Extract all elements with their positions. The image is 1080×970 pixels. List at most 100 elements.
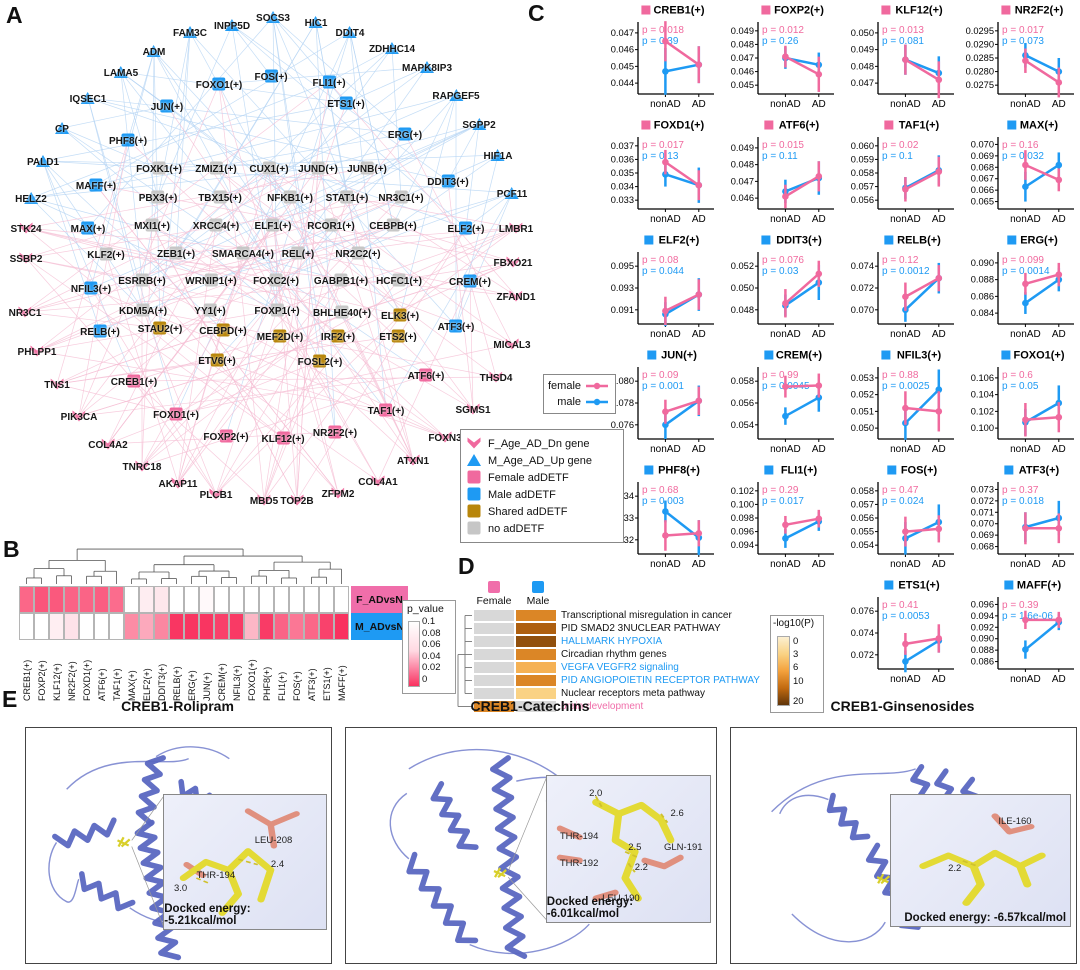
network-node-label: THSD4 <box>479 373 513 384</box>
svg-text:0.084: 0.084 <box>971 308 994 318</box>
heatmap-cell <box>19 586 34 613</box>
heatmap-cell <box>274 586 289 613</box>
pathway-heat-cell <box>515 674 557 687</box>
marker-legend-row: no adDETF <box>467 520 617 537</box>
female-down-arrow-icon <box>467 437 481 449</box>
male-tf-icon <box>84 281 98 295</box>
marker-legend-label: Shared adDETF <box>488 505 568 518</box>
svg-text:p = 0.88: p = 0.88 <box>882 370 919 381</box>
mini-plot-FOXO1: FOXO1(+) 0.100 0.102 0.104 0.106 nonAD AD p = 0… <box>960 345 1080 460</box>
svg-text:0.034: 0.034 <box>611 182 634 192</box>
network-node: STAU2(+) <box>138 319 182 337</box>
network-node-label: TBX15(+) <box>198 193 242 204</box>
panel-b-label: B <box>3 536 20 562</box>
svg-text:p = 0.37: p = 0.37 <box>1002 485 1039 496</box>
pathway-label: Nuclear receptors meta pathway <box>561 688 705 699</box>
d-col-header-label: Male <box>526 595 550 607</box>
marker-legend-label: M_Age_AD_Up gene <box>488 454 592 467</box>
network-node: FOXD1(+) <box>153 405 199 423</box>
pathway-heat-cell <box>473 622 515 635</box>
mini-plot-CREM: CREM(+) 0.054 0.056 0.058 nonAD AD p = 0.99 p =… <box>720 345 840 460</box>
network-node: CEBPB(+) <box>369 216 417 234</box>
docking-title: CREB1-Catechins <box>470 698 590 714</box>
svg-text:0.088: 0.088 <box>971 275 994 285</box>
network-node-label: AKAP11 <box>158 479 198 490</box>
network-node: CREB1(+) <box>111 372 157 390</box>
network-node: PIK3CA <box>60 407 98 425</box>
log10p-legend-tick: 10 <box>793 676 804 687</box>
male-tf-icon <box>467 487 481 501</box>
network-node: RELB(+) <box>80 322 120 340</box>
pathway-heat-cell <box>473 674 515 687</box>
svg-text:nonAD: nonAD <box>1010 214 1041 225</box>
marker-legend-icon <box>467 521 481 535</box>
residue-label: ILE-160 <box>998 815 1032 827</box>
panel-e-docking: CREB1-Rolipram LEU-208 2.4 THR-194 3.0 Docked… <box>0 688 1080 970</box>
network-node-label: SSBP2 <box>9 254 43 265</box>
network-node-label: COL4A1 <box>358 477 398 488</box>
network-node: HIF1A <box>484 146 512 164</box>
d-col-header-icon <box>532 581 544 593</box>
svg-text:0.066: 0.066 <box>971 185 994 195</box>
no-tf-icon <box>169 246 183 260</box>
svg-text:AD: AD <box>812 214 826 225</box>
residue-label: LEU-208 <box>254 834 293 846</box>
pvalue-legend-tick: 0 <box>422 674 428 685</box>
network-node: JUN(+) <box>151 97 183 115</box>
svg-text:0.049: 0.049 <box>731 143 754 153</box>
marker-legend-row: Shared adDETF <box>467 503 617 520</box>
svg-text:0.068: 0.068 <box>971 542 994 552</box>
svg-text:0.100: 0.100 <box>971 423 994 433</box>
network-nodes: INPP5D SOCS3 HIC1 DDIT4 FAM3C ZDHHC14 ADM MAPK8… <box>0 0 535 540</box>
no-tf-icon <box>236 246 250 260</box>
female-down-arrow-icon <box>509 290 523 302</box>
network-node: CEBPD(+) <box>199 321 247 339</box>
network-node: ADM <box>143 42 165 60</box>
network-node: YY1(+) <box>194 301 226 319</box>
heatmap-cell <box>139 613 154 640</box>
svg-text:0.052: 0.052 <box>851 390 874 400</box>
pvalue-legend-tick: 0.1 <box>422 616 436 627</box>
female-down-arrow-icon <box>18 306 32 318</box>
heatmap-cell <box>79 613 94 640</box>
svg-text:nonAD: nonAD <box>770 559 801 570</box>
network-node: XRCC4(+) <box>193 216 239 234</box>
network-node-label: PIK3CA <box>60 412 98 423</box>
mini-plot-RELB: RELB(+) 0.070 0.072 0.074 nonAD AD p = 0.12 p =… <box>840 230 960 345</box>
network-node-label: LMBR1 <box>498 224 534 235</box>
network-node: ATF3(+) <box>438 317 474 335</box>
svg-text:0.074: 0.074 <box>851 628 874 638</box>
heatmap-cell <box>319 613 334 640</box>
mini-plot-KLF12: KLF12(+) 0.047 0.048 0.049 0.050 nonAD AD p = 0… <box>840 0 960 115</box>
residue-label: 3.0 <box>173 883 188 895</box>
network-node: ELK3(+) <box>381 306 419 324</box>
svg-text:0.036: 0.036 <box>611 154 634 164</box>
network-node-label: BHLHE40(+) <box>312 308 372 319</box>
network-node: NFKB1(+) <box>267 188 313 206</box>
network-node-label: CREM(+) <box>449 277 491 288</box>
pathway-label: PID ANGIOPOIETIN RECEPTOR PATHWAY <box>561 675 760 686</box>
female-tf-icon <box>467 470 481 484</box>
male-up-triangle-icon <box>467 454 481 466</box>
no-tf-icon <box>213 190 227 204</box>
network-node-label: MAFF(+) <box>75 181 117 192</box>
network-node-label: CEBPD(+) <box>199 326 247 337</box>
network-node-label: INPP5D <box>213 21 251 32</box>
pvalue-legend-tick: 0.06 <box>422 639 441 651</box>
pathway-heat-cell <box>473 635 515 648</box>
svg-text:p = 0.68: p = 0.68 <box>642 485 679 496</box>
svg-text:0.095: 0.095 <box>611 261 634 271</box>
svg-text:nonAD: nonAD <box>890 99 921 110</box>
mini-plot-svg: ELF2(+) 0.091 0.093 0.095 nonAD AD p = 0.08p =… <box>611 235 714 340</box>
network-node: JUNB(+) <box>347 159 387 177</box>
network-node-label: ETV6(+) <box>198 356 236 367</box>
mini-plot-svg: KLF12(+) 0.047 0.048 0.049 0.050 nonAD AD p = 0… <box>851 5 954 110</box>
svg-text:0.048: 0.048 <box>731 160 754 170</box>
svg-text:p = 0.0053: p = 0.0053 <box>882 611 930 622</box>
svg-text:p = 1.6e-06: p = 1.6e-06 <box>1002 611 1053 622</box>
marker-legend-icon <box>467 470 481 484</box>
svg-text:0.056: 0.056 <box>731 398 754 408</box>
network-node-label: MXI1(+) <box>134 221 170 232</box>
svg-text:0.058: 0.058 <box>851 168 874 178</box>
